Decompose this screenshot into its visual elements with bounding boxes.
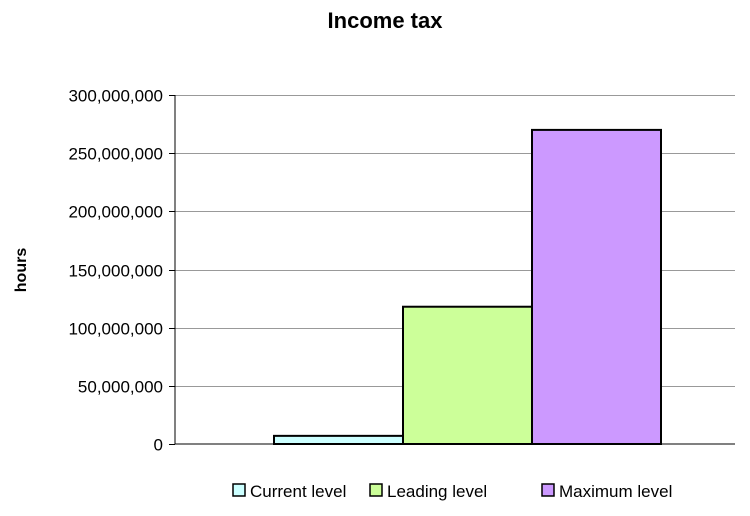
y-tick-label: 50,000,000: [78, 378, 163, 397]
legend-label: Maximum level: [559, 482, 672, 501]
legend-swatch: [232, 483, 246, 497]
y-tick-label: 250,000,000: [68, 145, 163, 164]
y-tick-label: 300,000,000: [68, 87, 163, 106]
y-tick-label: 150,000,000: [68, 262, 163, 281]
legend-label: Leading level: [387, 482, 487, 501]
bars: [273, 128, 662, 445]
y-tick-label: 100,000,000: [68, 320, 163, 339]
bar-leading-level: [402, 305, 533, 445]
y-tick-label: 0: [154, 436, 163, 455]
bar-current-level: [273, 434, 404, 445]
legend-label: Current level: [250, 482, 346, 501]
legend-swatch: [541, 483, 555, 497]
y-tick-label: 200,000,000: [68, 203, 163, 222]
y-axis-label: hours: [13, 248, 30, 293]
bar-maximum-level: [531, 128, 662, 445]
chart-title: Income tax: [328, 8, 444, 33]
legend-swatch: [369, 483, 383, 497]
legend: Current level Leading level Maximum level: [232, 482, 672, 501]
y-axis-ticks: 0 50,000,000 100,000,000 150,000,000 200,000…: [68, 87, 175, 455]
